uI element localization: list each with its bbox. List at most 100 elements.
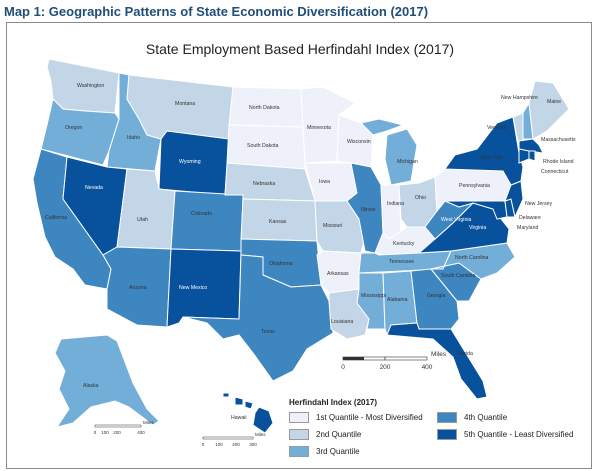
label-VA: Virginia	[469, 225, 486, 231]
label-WI: Wisconsin	[347, 139, 371, 145]
state-HI-3	[244, 400, 254, 410]
label-VT: Vermont	[487, 125, 507, 131]
label-WV: West Virginia	[441, 217, 471, 223]
choropleth-map: Washington Oregon California Idaho Nevad…	[32, 58, 576, 447]
label-FL: Florida	[457, 351, 473, 357]
label-WA: Washington	[77, 83, 104, 89]
label-WY: Wyoming	[179, 159, 201, 165]
legend-title: Herfindahl Index (2017)	[289, 398, 378, 407]
label-TN: Tennessee	[389, 259, 414, 265]
label-SC: South Carolina	[441, 273, 475, 279]
label-KS: Kansas	[269, 219, 287, 225]
label-MN: Minnesota	[307, 125, 331, 131]
legend-label: 5th Quantile - Least Diversified	[464, 430, 574, 439]
legend-swatch	[289, 412, 309, 423]
label-SD: South Dakota	[247, 143, 279, 149]
legend-swatch	[437, 429, 457, 440]
state-AK	[54, 334, 160, 428]
state-RI	[528, 150, 536, 162]
scale-main-tick: 0	[341, 364, 345, 371]
state-HI-4	[222, 392, 230, 398]
scale-ak-unit: Miles	[143, 420, 154, 425]
label-NJ: New Jersey	[525, 201, 553, 207]
label-OH: Ohio	[415, 195, 426, 201]
legend-swatch	[289, 429, 309, 440]
label-MA: Massachusetts	[541, 137, 576, 143]
label-OK: Oklahoma	[269, 261, 293, 267]
label-MS: Mississippi	[361, 293, 386, 299]
scale-ak-tick: 400	[137, 430, 145, 435]
label-IL: Illinois	[361, 207, 376, 213]
label-IN: Indiana	[387, 201, 404, 207]
label-MT: Montana	[175, 101, 195, 107]
label-NV: Nevada	[85, 185, 103, 191]
scale-ak-tick: 100	[101, 430, 109, 435]
scale-hi-tick: 0	[202, 442, 205, 447]
state-TX	[182, 254, 334, 382]
label-AR: Arkansas	[327, 271, 349, 277]
label-NC: North Carolina	[455, 255, 489, 261]
scale-ak-tick: 0	[94, 430, 97, 435]
state-CO	[170, 190, 244, 252]
legend-item-q1: 1st Quantile - Most Diversified	[289, 412, 423, 423]
scale-bar-main: 0 200 400 Miles	[341, 351, 447, 371]
state-IN	[380, 184, 402, 240]
legend-item-q2: 2nd Quantile	[289, 429, 361, 440]
map-title: State Employment Based Herfindahl Index …	[145, 41, 455, 57]
state-FL	[386, 322, 488, 400]
legend-item-q5: 5th Quantile - Least Diversified	[437, 429, 573, 440]
state-MI	[384, 128, 418, 186]
label-PA: Pennsylvania	[459, 183, 490, 189]
label-HI: Hawaii	[231, 415, 247, 421]
scale-hi-tick: 300	[249, 442, 257, 447]
label-KY: Kentucky	[393, 241, 415, 247]
label-ME: Maine	[547, 99, 561, 105]
map-frame: State Employment Based Herfindahl Index …	[6, 22, 592, 469]
label-AL: Alabama	[387, 297, 408, 303]
scale-hi-tick: 200	[232, 442, 240, 447]
legend-label: 4th Quantile	[464, 413, 508, 422]
label-MD: Maryland	[517, 225, 538, 231]
label-CO: Colorado	[191, 211, 212, 217]
label-NM: New Mexico	[179, 285, 207, 291]
label-CT: Connecticut	[541, 169, 569, 175]
scale-bar-hawaii: 0 100 200 300 Miles	[202, 432, 267, 447]
scale-ak-tick: 200	[113, 430, 121, 435]
label-AK: Alaska	[83, 383, 99, 389]
label-NE: Nebraska	[253, 181, 275, 187]
map-legend: Herfindahl Index (2017) 1st Quantile - M…	[289, 398, 589, 468]
state-HI-1	[252, 406, 274, 434]
label-ID: Idaho	[127, 135, 140, 141]
label-DE: Delaware	[519, 215, 541, 221]
label-OR: Oregon	[65, 125, 82, 131]
label-MI: Michigan	[397, 159, 418, 165]
state-ME	[528, 80, 570, 140]
scale-hi-unit: Miles	[255, 432, 266, 437]
legend-item-q3: 3rd Quantile	[289, 446, 360, 457]
scale-main-tick: 200	[380, 364, 391, 371]
label-CA: California	[45, 215, 67, 221]
legend-label: 2nd Quantile	[316, 430, 362, 439]
legend-swatch	[289, 446, 309, 457]
label-UT: Utah	[137, 217, 148, 223]
scale-bar-alaska: 0 100 200 400 Miles	[94, 420, 155, 435]
legend-label: 3rd Quantile	[316, 447, 360, 456]
state-MI-up	[360, 118, 405, 136]
label-GA: Georgia	[427, 293, 446, 299]
scale-main-tick: 400	[422, 364, 433, 371]
legend-swatch	[437, 412, 457, 423]
scale-main-unit: Miles	[431, 351, 447, 358]
state-labels: Washington Oregon California Idaho Nevad…	[45, 83, 576, 421]
label-IA: Iowa	[319, 179, 330, 185]
label-TX: Texas	[261, 329, 275, 335]
state-HI-2	[234, 396, 244, 406]
label-MO: Missouri	[323, 223, 342, 229]
label-NH: New Hampshire	[501, 95, 538, 101]
state-IL	[346, 162, 384, 254]
state-CT	[518, 148, 530, 164]
label-RI: Rhode Island	[543, 159, 574, 165]
document-title: Map 1: Geographic Patterns of State Econ…	[4, 4, 429, 19]
legend-label: 1st Quantile - Most Diversified	[316, 413, 423, 422]
label-AZ: Arizona	[129, 285, 147, 291]
label-NY: New York	[481, 155, 503, 161]
